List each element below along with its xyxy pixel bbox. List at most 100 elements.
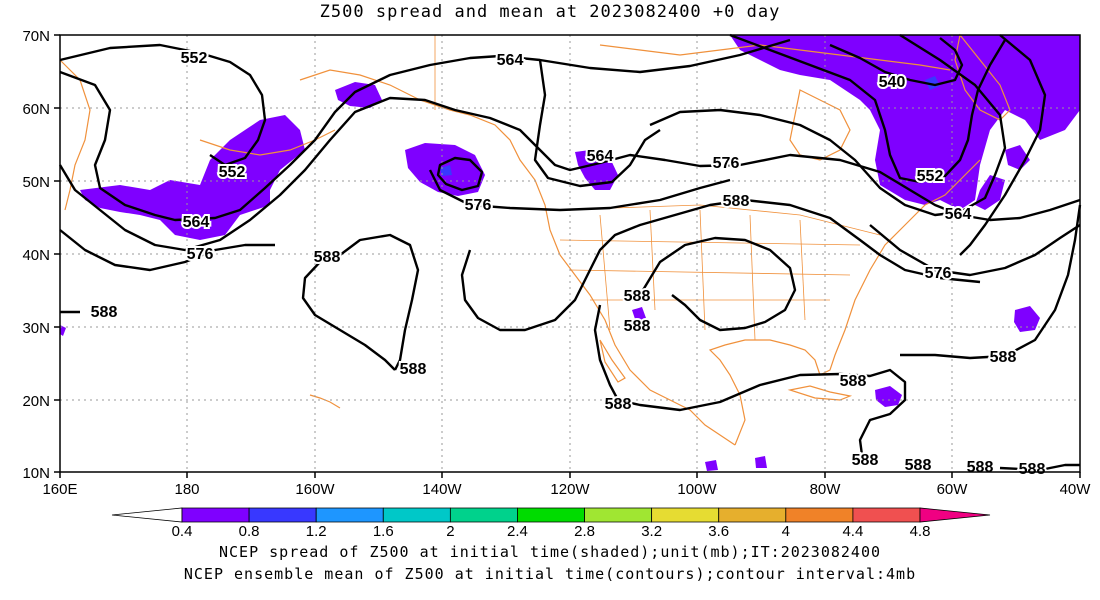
- colorbar-tick-label: 3.2: [641, 523, 662, 540]
- contour-588-south: [999, 463, 1080, 472]
- colorbar-swatch: [449, 507, 518, 523]
- contour-564-mid: [533, 59, 661, 188]
- contour-label: 588: [314, 249, 341, 266]
- contour-label: 564: [945, 206, 972, 223]
- spread-patch-mexico: [632, 307, 646, 322]
- lon-label: 140W: [422, 481, 462, 498]
- contour-576-west: [58, 96, 741, 252]
- spread-shading-higher: [440, 76, 940, 176]
- colorbar-tick-label: 1.6: [373, 523, 394, 540]
- lon-label: 160E: [42, 481, 77, 498]
- lat-label: 60N: [22, 101, 50, 118]
- coast-cuba: [787, 385, 853, 401]
- contour-label: 588: [967, 459, 994, 476]
- coast-hudson-bay: [789, 89, 851, 161]
- contour-labels: 552 552 552 540 564 564 564 564 576 576 …: [89, 48, 1048, 480]
- map-title: Z500 spread and mean at 2023082400 +0 da…: [319, 2, 781, 22]
- contour-588-central: [460, 198, 981, 332]
- contour-576-east-low: [869, 223, 1081, 277]
- colorbar-tick-label: 1.2: [306, 523, 327, 540]
- contours: [58, 33, 1082, 472]
- spread-patch-northeast: [730, 35, 1080, 210]
- colorbar-tick-label: 2.4: [507, 523, 528, 540]
- spread-patch-labrador: [975, 175, 1005, 210]
- gridlines: [60, 35, 1080, 472]
- lon-label: 180: [174, 481, 199, 498]
- contour-576-east: [739, 153, 1081, 222]
- contour-label: 588: [605, 396, 632, 413]
- contour-564-east: [649, 33, 1007, 217]
- colorbar-tick-label: 3.6: [708, 523, 729, 540]
- colorbar-swatch: [785, 507, 854, 523]
- spread-patch-subtropical: [1014, 306, 1040, 332]
- lon-label: 100W: [677, 481, 717, 498]
- colorbar-tick-label: 0.4: [172, 523, 193, 540]
- contour-label: 576: [465, 197, 492, 214]
- caption-shading: NCEP spread of Z500 at initial time(shad…: [218, 543, 882, 561]
- contour-label: 588: [624, 288, 651, 305]
- axis-ticks: [54, 34, 1081, 478]
- lat-label: 30N: [22, 320, 50, 337]
- longitude-labels: 160E 180 160W 140W 120W 100W 80W 60W 40W: [42, 481, 1091, 498]
- spread-patch-caribbean: [875, 386, 902, 407]
- contour-564-far-east: [959, 34, 1047, 256]
- contour-564-west: [59, 38, 791, 222]
- colorbar-swatch: [382, 507, 451, 523]
- lon-label: 40W: [1060, 481, 1092, 498]
- lat-label: 40N: [22, 247, 50, 264]
- coast-gulf-mexico: [708, 159, 981, 446]
- contour-label: 552: [219, 164, 246, 181]
- lon-label: 80W: [810, 481, 842, 498]
- contour-588-west: [59, 229, 275, 272]
- spread-patch-blue-1: [925, 76, 940, 90]
- contour-588-mexico: [593, 304, 907, 456]
- colorbar-tick-label: 4.4: [842, 523, 863, 540]
- contour-label: 552: [181, 50, 208, 67]
- colorbar-swatch: [718, 507, 787, 523]
- colorbar: [111, 507, 991, 523]
- colorbar-swatch: [852, 507, 921, 523]
- colorbar-tick-label: 0.8: [239, 523, 260, 540]
- contour-label: 564: [183, 214, 210, 231]
- colorbar-swatch: [517, 507, 585, 523]
- contour-588-east: [900, 204, 1082, 360]
- latitude-labels: 70N 60N 50N 40N 30N 20N 10N: [22, 28, 50, 482]
- contour-label: 576: [187, 246, 214, 263]
- lon-label: 160W: [295, 481, 335, 498]
- contour-label: 588: [1019, 461, 1046, 478]
- lon-label: 60W: [937, 481, 969, 498]
- colorbar-swatch: [111, 507, 183, 523]
- colorbar-swatch: [584, 507, 653, 523]
- contour-label: 588: [990, 349, 1017, 366]
- spread-patch-blue-2: [440, 165, 452, 176]
- contour-552-west: [59, 43, 267, 167]
- contour-label: 588: [91, 304, 118, 321]
- contour-label: 564: [587, 148, 614, 165]
- lon-label: 120W: [550, 481, 590, 498]
- colorbar-tick-label: 2.8: [574, 523, 595, 540]
- contour-label: 540: [879, 74, 906, 91]
- contour-label: 564: [497, 52, 524, 69]
- contour-540: [829, 37, 964, 87]
- colorbar-tick-label: 4: [782, 523, 790, 540]
- colorbar-swatch: [181, 507, 250, 523]
- lat-label: 20N: [22, 393, 50, 410]
- coast-aleutians: [199, 129, 336, 156]
- spread-patch-south: [705, 460, 718, 471]
- contour-588-rockies: [638, 236, 797, 332]
- contour-label: 552: [917, 168, 944, 185]
- coast-arctic: [599, 44, 951, 71]
- contour-label: 588: [400, 361, 427, 378]
- coast-baja: [599, 339, 626, 383]
- colorbar-tick-label: 4.8: [910, 523, 931, 540]
- caption-contours: NCEP ensemble mean of Z500 at initial ti…: [183, 565, 917, 583]
- contour-576-gulf: [436, 156, 484, 192]
- contour-label: 588: [840, 373, 867, 390]
- colorbar-tick-labels: 0.4 0.8 1.2 1.6 2 2.4 2.8 3.2 3.6 4 4.4 4.8: [172, 523, 931, 540]
- contour-label: 576: [925, 265, 952, 282]
- contour-label: 588: [723, 193, 750, 210]
- lat-label: 10N: [22, 465, 50, 482]
- contour-576-south: [428, 169, 731, 212]
- lat-label: 70N: [22, 28, 50, 45]
